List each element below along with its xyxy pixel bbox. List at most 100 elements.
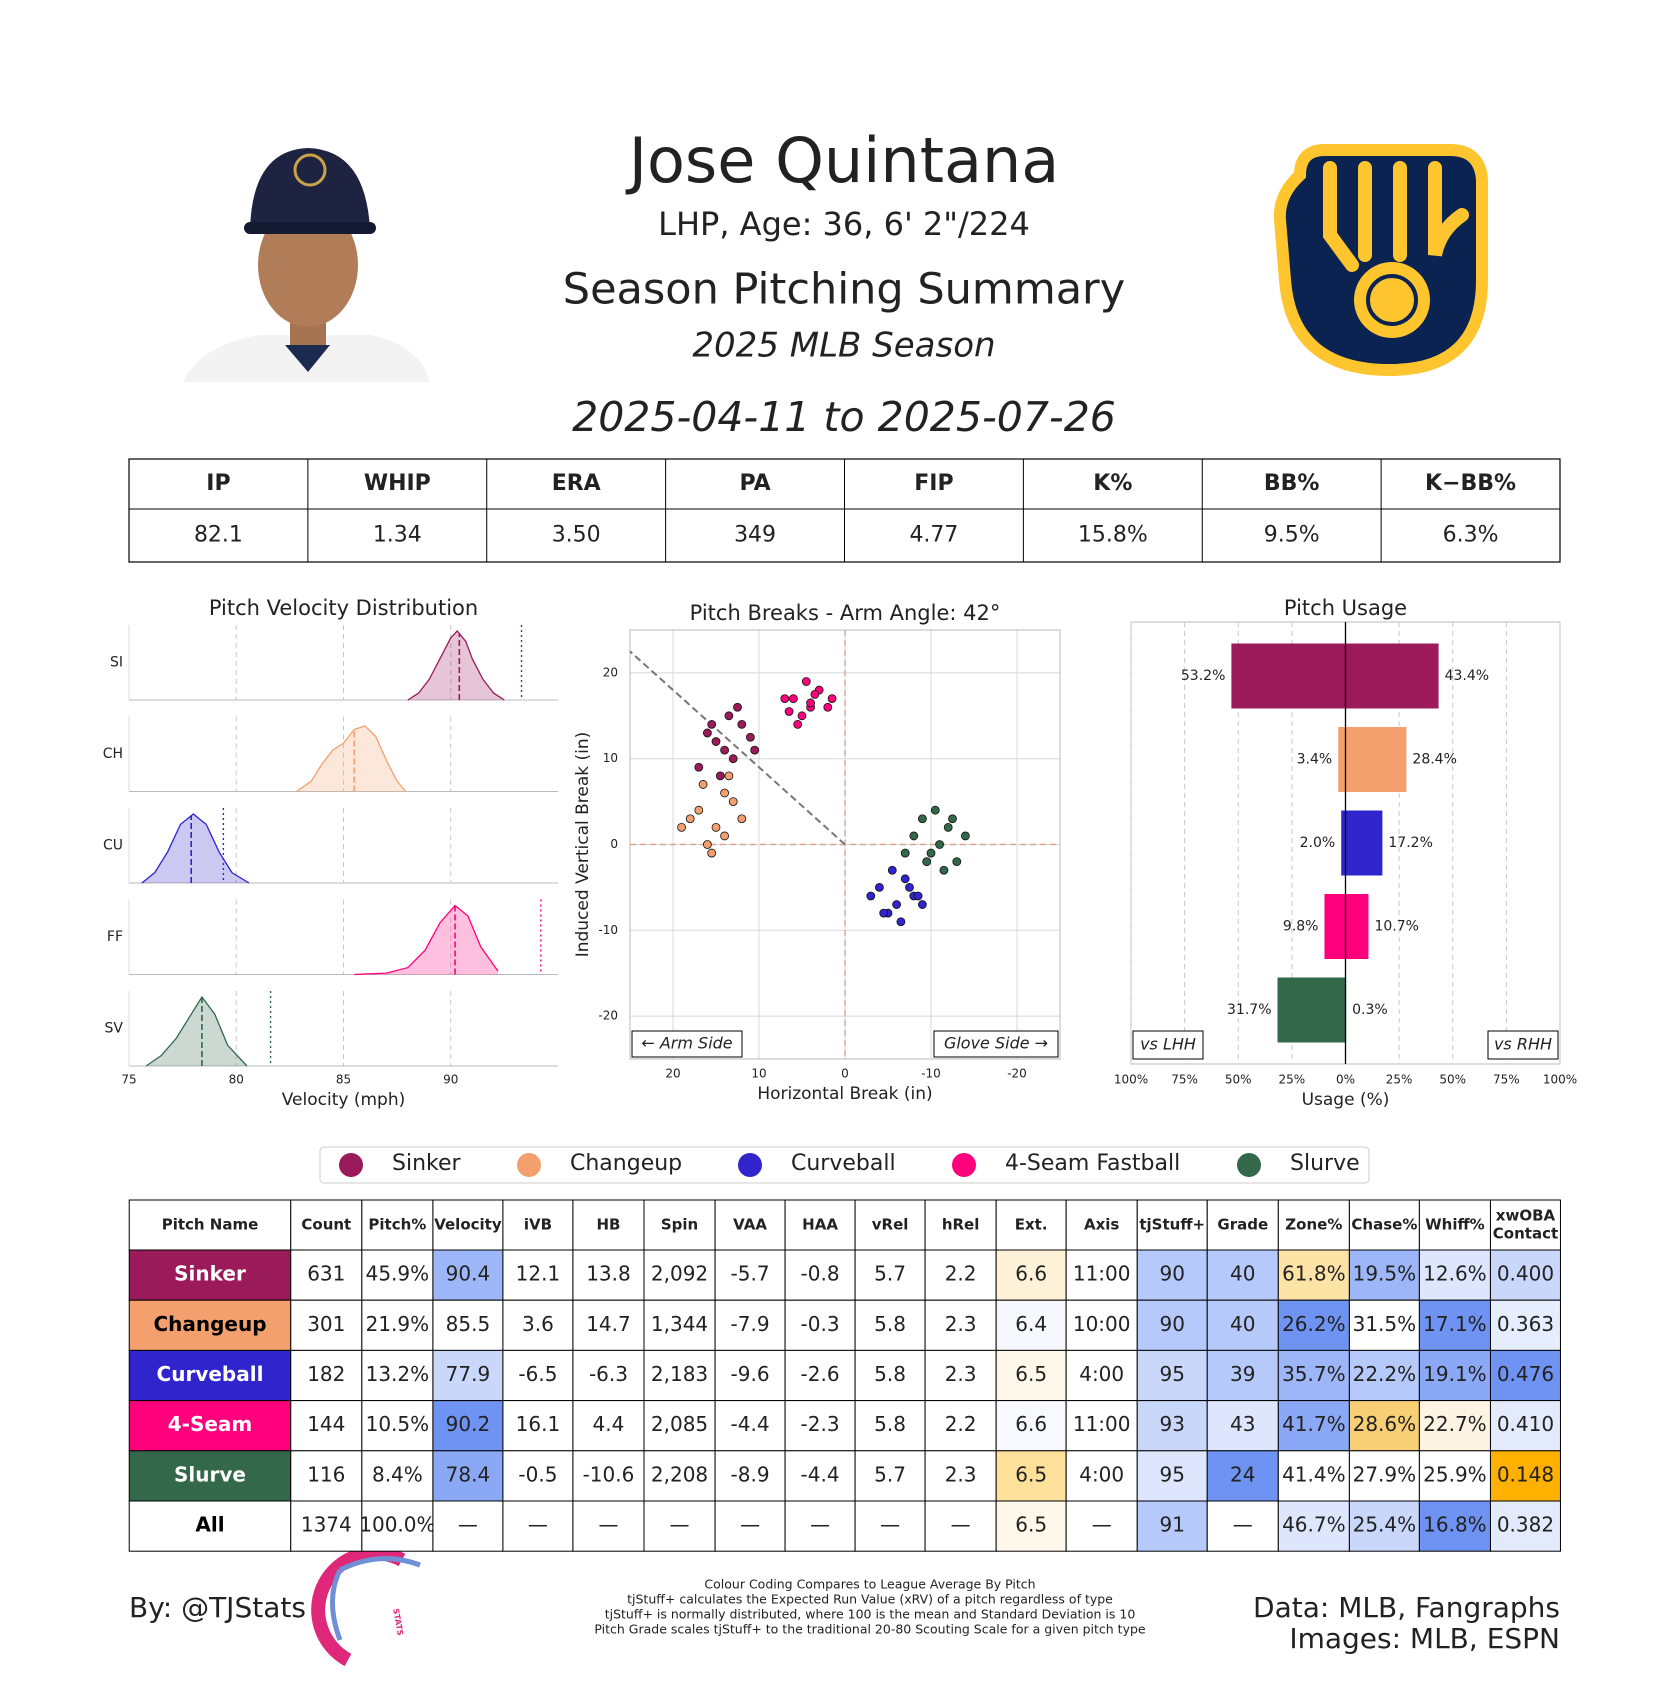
annotation-box: [631, 1030, 743, 1058]
table-cell: [502, 1450, 574, 1502]
table-value: 0.363: [1497, 1312, 1554, 1336]
pitch-point: [866, 891, 876, 901]
pitch-point: [750, 745, 760, 755]
table-header-cell: [1348, 1199, 1420, 1251]
table-value: -6.3: [589, 1362, 628, 1386]
table-header: Velocity: [434, 1216, 502, 1234]
table-value: 95: [1160, 1362, 1185, 1386]
table-header: Chase%: [1351, 1216, 1417, 1234]
table-header-cell: [714, 1199, 786, 1251]
usage-bar: [1338, 727, 1346, 792]
table-value: -0.5: [518, 1462, 557, 1486]
pitch-point: [961, 831, 970, 841]
tjstats-logo: [311, 1546, 421, 1667]
bar-value-label: 0.3%: [1352, 1002, 1388, 1018]
table-header: Pitch%: [368, 1216, 426, 1234]
table-value: 116: [307, 1462, 345, 1486]
table-value: 100.0%: [359, 1513, 435, 1537]
pitch-label: CU: [103, 838, 123, 854]
table-value: 13.8: [586, 1262, 631, 1286]
stats-header: K−BB%: [1425, 471, 1516, 496]
legend-marker: [1237, 1153, 1261, 1177]
x-axis-label: Usage (%): [1302, 1090, 1390, 1110]
stats-header: FIP: [914, 471, 953, 496]
y-tick-label: 10: [603, 751, 618, 765]
table-cell: [1136, 1400, 1208, 1452]
table-value: 46.7%: [1282, 1513, 1346, 1537]
table-cell: [1489, 1450, 1561, 1502]
table-value: 6.5: [1015, 1462, 1047, 1486]
density-line: [141, 813, 250, 884]
pitch-point: [707, 848, 717, 858]
y-tick-label: -20: [598, 1009, 618, 1023]
table-value: 2.3: [945, 1362, 977, 1386]
table-cell: [1418, 1450, 1491, 1502]
player-info: LHP, Age: 36, 6' 2"/224: [658, 205, 1030, 243]
table-value: 2,092: [651, 1262, 708, 1286]
table-cell: [714, 1349, 786, 1402]
table-cell: [1277, 1249, 1350, 1301]
stats-value: 82.1: [194, 523, 243, 548]
pitch-point: [724, 711, 734, 721]
density-area: [146, 997, 247, 1066]
table-header-cell: [502, 1199, 574, 1251]
density-line: [145, 995, 248, 1067]
table-value: —: [1233, 1513, 1253, 1537]
table-value: 90.2: [446, 1412, 491, 1436]
pitch-point: [939, 865, 949, 875]
table-header: Grade: [1217, 1216, 1268, 1234]
pitch-name: All: [195, 1513, 224, 1537]
table-value: 6.6: [1015, 1262, 1047, 1286]
table-value: 78.4: [446, 1462, 491, 1486]
table-value: 14.7: [586, 1312, 631, 1336]
table-value: 39: [1230, 1362, 1255, 1386]
table-value: 5.7: [874, 1462, 906, 1486]
pitch-point: [677, 822, 686, 832]
table-value: —: [528, 1513, 548, 1537]
table-header: Zone%: [1285, 1216, 1342, 1234]
pitch-point: [789, 694, 798, 704]
pitch-point: [896, 917, 906, 927]
table-cell: [854, 1299, 926, 1351]
table-value: 35.7%: [1282, 1362, 1346, 1386]
x-tick-label: 20: [665, 1067, 680, 1081]
table-header: vRel: [872, 1216, 909, 1234]
table-cell: [128, 1249, 292, 1301]
pitch-point: [728, 797, 738, 806]
pitch-point: [806, 698, 815, 708]
y-axis-label: Induced Vertical Break (in): [573, 732, 593, 958]
table-value: 41.7%: [1282, 1412, 1346, 1436]
legend-marker: [339, 1153, 363, 1177]
table-value: -10.6: [583, 1462, 635, 1486]
table-header-cell: [572, 1199, 645, 1251]
usage-bar: [1341, 810, 1346, 876]
table-cell: [432, 1349, 504, 1402]
table-value: 17.1%: [1423, 1312, 1487, 1336]
table-value: —: [598, 1513, 618, 1537]
pitch-point: [801, 677, 811, 686]
density-line: [407, 630, 505, 701]
table-cell: [290, 1450, 363, 1502]
table-header: xwOBA: [1496, 1207, 1556, 1225]
pitch-point: [733, 702, 742, 712]
x-tick-label: 50%: [1439, 1073, 1466, 1087]
stats-value: 6.3%: [1443, 523, 1499, 548]
table-value: 0.410: [1497, 1412, 1554, 1436]
x-tick-label: 75%: [1493, 1073, 1520, 1087]
table-cell: [1206, 1349, 1279, 1402]
table-value: 12.6%: [1423, 1262, 1487, 1286]
pitch-point: [694, 762, 704, 772]
table-header: iVB: [524, 1216, 552, 1234]
table-cell: [854, 1450, 926, 1502]
table-cell: [924, 1450, 997, 1502]
table-value: 43: [1230, 1412, 1255, 1436]
side-label-box: [1487, 1030, 1559, 1060]
table-value: -9.6: [731, 1362, 770, 1386]
table-value: 2,085: [651, 1412, 708, 1436]
pitch-label: SV: [105, 1021, 124, 1037]
table-cell: [714, 1450, 786, 1502]
table-value: 12.1: [516, 1262, 561, 1286]
x-tick-label: 100%: [1114, 1073, 1148, 1087]
table-cell: [643, 1400, 716, 1452]
